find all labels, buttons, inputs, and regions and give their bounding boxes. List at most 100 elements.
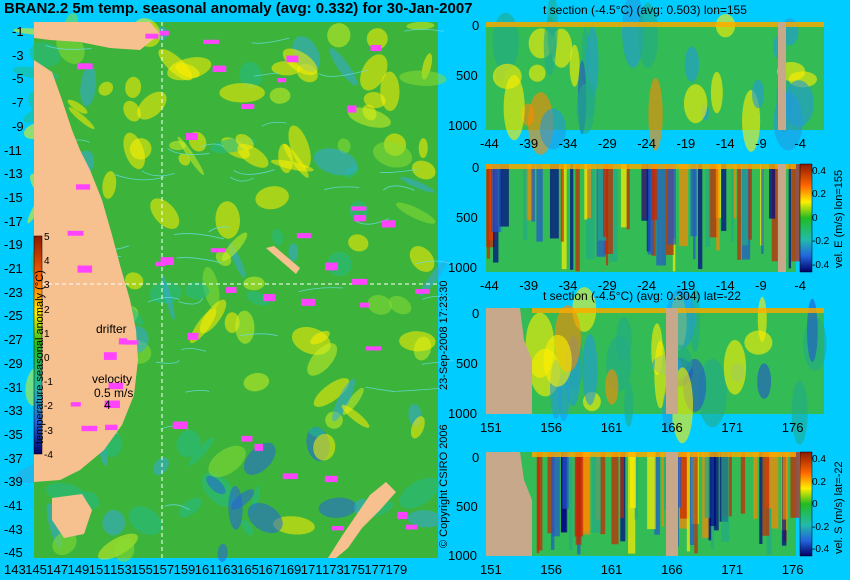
section-x-tick: -34 — [558, 278, 578, 293]
section-y-tick: 0 — [472, 450, 480, 465]
drifter-mark — [186, 132, 198, 141]
drifter-mark — [277, 77, 287, 83]
section-patch — [575, 164, 580, 272]
anomaly-patch — [255, 186, 289, 210]
anomaly-patch — [337, 138, 351, 154]
lon-tick: 165 — [237, 562, 259, 577]
drifter-mark — [145, 33, 159, 39]
section-patch — [634, 452, 638, 520]
section-patch — [561, 164, 567, 270]
anomaly-patch — [419, 260, 448, 297]
anomaly-patch — [175, 63, 200, 78]
section-patch — [791, 164, 801, 262]
current-contour — [200, 143, 225, 148]
drifter-mark — [155, 261, 166, 267]
current-contour — [233, 169, 275, 175]
section-panel-4 — [486, 451, 813, 557]
current-contour — [173, 233, 224, 240]
anomaly-patch — [399, 331, 436, 352]
section-patch — [582, 452, 590, 532]
section-patch — [731, 164, 734, 242]
section-patch — [603, 164, 613, 255]
section-x-tick: 171 — [721, 562, 744, 577]
section-x-tick: 161 — [600, 562, 623, 577]
section-panel-3 — [486, 287, 827, 445]
section-y-tick: 0 — [472, 18, 480, 33]
section-x-tick: 156 — [540, 420, 563, 435]
section-patch — [605, 369, 619, 405]
lat-tick: -39 — [4, 474, 23, 490]
lon-tick: 163 — [216, 562, 238, 577]
section-patch — [616, 316, 632, 363]
drifter-mark — [81, 425, 98, 432]
current-contour — [185, 390, 210, 393]
anomaly-patch — [102, 510, 125, 536]
section-patch — [531, 164, 535, 222]
lat-tick: -13 — [4, 166, 23, 182]
lat-tick: -41 — [4, 498, 23, 513]
drifter-mark — [282, 473, 298, 480]
anomaly-patch — [273, 516, 315, 535]
current-contour — [422, 295, 450, 300]
colorbar-tick: -4 — [44, 449, 53, 461]
section-patch — [686, 452, 690, 552]
section-colorbar-tick: 0.4 — [812, 166, 826, 177]
drifter-mark — [104, 400, 120, 409]
section-patch — [807, 298, 818, 362]
anomaly-patch — [137, 91, 167, 120]
new-zealand-land — [328, 482, 396, 558]
section-patch — [757, 363, 772, 399]
drifter-mark — [108, 382, 124, 390]
anomaly-patch — [98, 81, 114, 96]
section-colorbar-tick: 0 — [812, 212, 818, 224]
section-colorbar-tick: 0 — [812, 499, 818, 511]
current-contour — [379, 168, 418, 173]
section-patch — [624, 381, 634, 427]
anomaly-patch — [308, 426, 325, 437]
section-patch — [622, 0, 645, 68]
anomaly-patch — [341, 404, 370, 428]
anomaly-patch — [360, 54, 388, 91]
anomaly-patch — [313, 148, 358, 176]
section-patch — [570, 164, 574, 270]
anomaly-patch — [184, 282, 210, 300]
section-x-tick: 166 — [661, 562, 683, 577]
drifter-mark — [159, 30, 169, 36]
anomaly-patch — [366, 28, 388, 50]
current-contour — [114, 174, 165, 181]
section-x-tick: 156 — [540, 562, 563, 577]
section-patch — [753, 452, 758, 519]
anomaly-patch — [327, 23, 351, 48]
section-y-tick: 1000 — [448, 118, 477, 133]
anomaly-patch — [219, 83, 265, 103]
surface-layer — [532, 452, 796, 457]
section-patch — [609, 164, 618, 262]
anomaly-patch — [178, 497, 202, 518]
anomaly-patch — [206, 475, 226, 495]
drifter-mark — [365, 346, 382, 351]
section-patch — [684, 46, 700, 82]
section-patch — [708, 164, 718, 238]
current-contour — [178, 298, 204, 305]
section-patch — [576, 83, 595, 134]
section-x-tick: 161 — [600, 420, 623, 435]
anomaly-patch — [367, 295, 392, 315]
current-contour — [404, 28, 445, 32]
section-patch — [683, 84, 708, 124]
colorbar-tick: -3 — [44, 425, 53, 437]
section-patch — [759, 452, 763, 544]
timestamp-text: 23-Sep-2008 17:23:30 — [438, 280, 450, 390]
lat-tick: -25 — [4, 308, 23, 324]
drifter-mark — [212, 65, 227, 72]
section-colorbar-tick: 0.2 — [812, 189, 826, 201]
drifter-mark — [359, 302, 370, 308]
section-patch — [742, 164, 749, 246]
section-x-tick: -44 — [480, 278, 499, 293]
section-patch — [740, 452, 746, 514]
anomaly-patch — [307, 343, 338, 376]
lon-tick: 145 — [25, 562, 47, 577]
surface-layer — [486, 164, 796, 169]
lon-tick: 169 — [279, 562, 302, 577]
section-patch — [574, 452, 584, 537]
